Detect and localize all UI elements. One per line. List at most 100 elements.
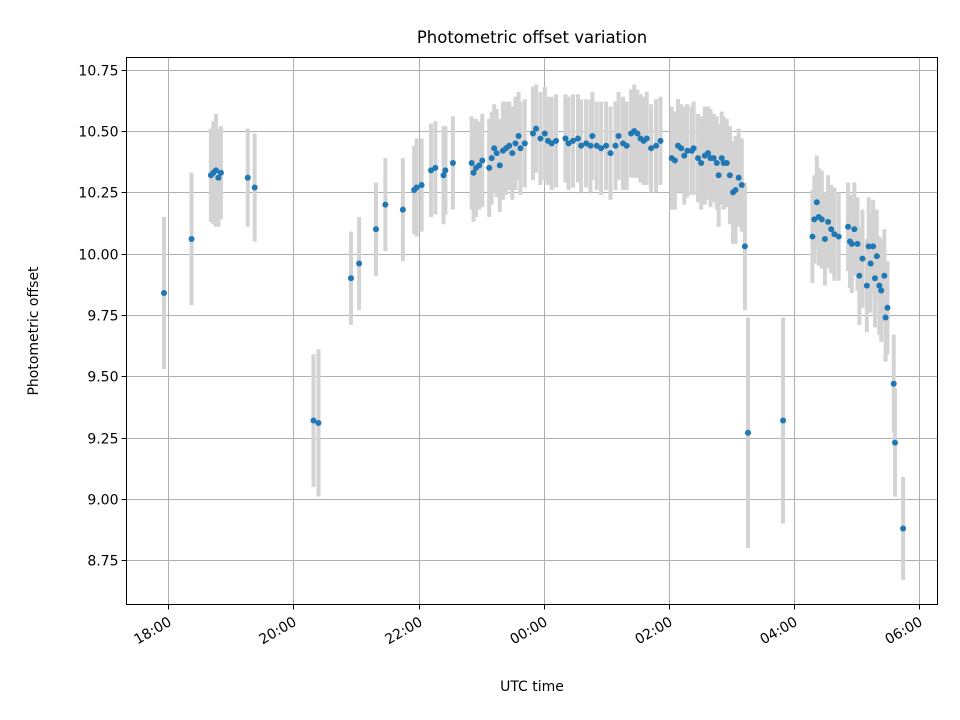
data-point	[738, 182, 745, 189]
y-tick-label: 10.75	[78, 64, 118, 80]
y-tick-label: 9.50	[87, 370, 118, 386]
data-point	[859, 255, 866, 262]
data-point	[690, 145, 697, 152]
data-point	[831, 231, 838, 238]
y-tick-label: 10.50	[78, 125, 118, 141]
data-point	[891, 439, 898, 446]
data-point	[428, 167, 435, 174]
x-axis-label: UTC time	[500, 679, 564, 695]
data-point	[811, 216, 818, 223]
data-point	[876, 282, 883, 289]
data-point	[512, 140, 519, 147]
data-point	[399, 206, 406, 213]
data-point	[890, 380, 897, 387]
data-point	[671, 157, 678, 164]
data-point	[161, 289, 168, 296]
data-point	[476, 162, 483, 169]
data-point	[188, 236, 195, 243]
data-point	[310, 417, 317, 424]
y-tick-label: 9.00	[87, 493, 118, 509]
data-point	[372, 226, 379, 233]
data-point	[442, 167, 449, 174]
data-point	[715, 172, 722, 179]
data-point	[529, 130, 536, 137]
data-point	[382, 201, 389, 208]
data-point	[854, 240, 861, 247]
data-point	[615, 132, 622, 139]
data-point	[681, 152, 688, 159]
data-point	[470, 169, 477, 176]
data-point	[634, 130, 641, 137]
data-point	[865, 243, 872, 250]
data-point	[870, 243, 877, 250]
data-point	[593, 142, 600, 149]
data-point	[533, 125, 540, 132]
data-point	[828, 226, 835, 233]
data-point	[684, 147, 691, 154]
chart-title: Photometric offset variation	[417, 28, 647, 47]
data-point	[607, 150, 614, 157]
data-point	[562, 135, 569, 142]
data-point	[900, 525, 907, 532]
data-point	[878, 287, 885, 294]
data-point	[845, 223, 852, 230]
data-point	[347, 275, 354, 282]
data-point	[537, 135, 544, 142]
y-tick-label: 10.25	[78, 186, 118, 202]
data-point	[449, 159, 456, 166]
plot-frame	[126, 57, 938, 605]
data-point	[821, 236, 828, 243]
y-axis-ticks: 8.75 9.00 9.25 9.50 9.75 10.00 10.25 10.50 10.75	[78, 64, 127, 570]
data-point	[818, 216, 825, 223]
data-point	[698, 159, 705, 166]
y-tick-label: 9.75	[87, 309, 118, 325]
data-point	[871, 275, 878, 282]
data-points	[161, 125, 907, 532]
data-point	[856, 272, 863, 279]
data-point	[705, 150, 712, 157]
data-point	[486, 164, 493, 171]
data-point	[509, 150, 516, 157]
data-point	[695, 155, 702, 162]
data-point	[515, 132, 522, 139]
y-axis-label: Photometric offset	[26, 266, 42, 396]
data-point	[723, 159, 730, 166]
data-point	[440, 172, 447, 179]
data-point	[553, 137, 560, 144]
data-point	[488, 155, 495, 162]
data-point	[881, 272, 888, 279]
data-point	[825, 218, 832, 225]
data-point	[653, 142, 660, 149]
data-point	[468, 159, 475, 166]
data-point	[741, 243, 748, 250]
data-point	[718, 155, 725, 162]
data-point	[356, 260, 363, 267]
data-point	[217, 169, 224, 176]
data-point	[657, 137, 664, 144]
data-point	[548, 140, 555, 147]
data-point	[678, 145, 685, 152]
y-tick-label: 9.25	[87, 432, 118, 448]
data-point	[541, 130, 548, 137]
data-point	[493, 150, 500, 157]
data-point	[432, 164, 439, 171]
data-point	[583, 140, 590, 147]
grid-lines	[126, 57, 938, 605]
data-point	[780, 417, 787, 424]
data-point	[726, 172, 733, 179]
data-point	[851, 226, 858, 233]
data-point	[589, 132, 596, 139]
data-point	[565, 140, 572, 147]
data-point	[491, 145, 498, 152]
y-tick-label: 8.75	[87, 554, 118, 570]
data-point	[574, 135, 581, 142]
data-point	[863, 282, 870, 289]
data-point	[710, 155, 717, 162]
data-point	[569, 137, 576, 144]
data-point	[506, 142, 513, 149]
data-point	[517, 145, 524, 152]
data-point	[418, 182, 425, 189]
data-point	[603, 142, 610, 149]
